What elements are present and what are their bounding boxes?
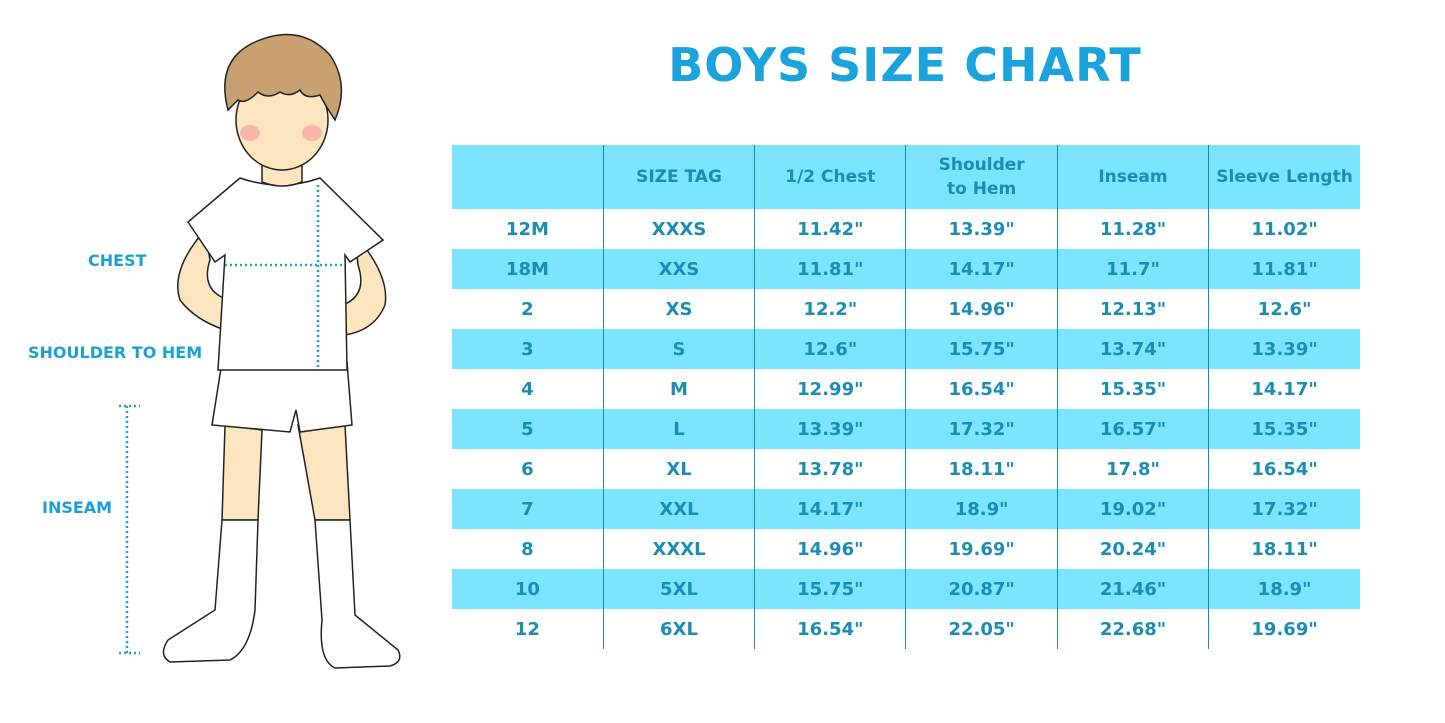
half-chest-cell: 12.99" <box>754 369 906 409</box>
half-chest-cell: 13.78" <box>754 449 906 489</box>
sleeve-length-header: Sleeve Length <box>1208 145 1360 209</box>
table-row: 12M XXXS 11.42" 13.39" 11.28" 11.02" <box>452 209 1360 249</box>
table-row: 6 XL 13.78" 18.11" 17.8" 16.54" <box>452 449 1360 489</box>
table-row: 10 5XL 15.75" 20.87" 21.46" 18.9" <box>452 569 1360 609</box>
shoulder-to-hem-cell: 18.9" <box>905 489 1058 529</box>
inseam-header: Inseam <box>1056 145 1209 209</box>
table-row: 18M XXS 11.81" 14.17" 11.7" 11.81" <box>452 249 1360 289</box>
inseam-cell: 11.28" <box>1056 209 1209 249</box>
size-tag-cell: L <box>602 409 755 449</box>
size-table: SIZE TAG 1/2 Chest Shoulder to Hem Inseam Sl… <box>452 145 1360 649</box>
sleeve-length-cell: 15.35" <box>1208 409 1360 449</box>
size-tag-cell: 6XL <box>602 609 755 649</box>
inseam-cell: 15.35" <box>1056 369 1209 409</box>
half-chest-cell: 15.75" <box>754 569 906 609</box>
size-tag-cell: XXS <box>602 249 755 289</box>
inseam-cell: 16.57" <box>1056 409 1209 449</box>
age-cell: 7 <box>452 489 604 529</box>
table-row: 8 XXXL 14.96" 19.69" 20.24" 18.11" <box>452 529 1360 569</box>
shoulder-to-hem-cell: 19.69" <box>905 529 1058 569</box>
shoulder-to-hem-cell: 13.39" <box>905 209 1058 249</box>
sleeve-length-cell: 18.9" <box>1208 569 1360 609</box>
shoulder-to-hem-cell: 22.05" <box>905 609 1058 649</box>
table-row: 12 6XL 16.54" 22.05" 22.68" 19.69" <box>452 609 1360 649</box>
sleeve-length-cell: 19.69" <box>1208 609 1360 649</box>
table-row: 3 S 12.6" 15.75" 13.74" 13.39" <box>452 329 1360 369</box>
inseam-cell: 21.46" <box>1056 569 1209 609</box>
age-cell: 4 <box>521 378 534 400</box>
age-cell: 12M <box>505 218 549 240</box>
half-chest-cell: 14.17" <box>754 489 906 529</box>
size-tag-cell: XXXL <box>602 529 755 569</box>
half-chest-cell: 11.81" <box>754 249 906 289</box>
size-tag-cell: S <box>602 329 755 369</box>
sleeve-length-cell: 11.81" <box>1208 249 1360 289</box>
table-row: 7 XXL 14.17" 18.9" 19.02" 17.32" <box>452 489 1360 529</box>
age-cell: 2 <box>521 298 534 320</box>
sleeve-length-cell: 13.39" <box>1208 329 1360 369</box>
inseam-cell: 11.7" <box>1056 249 1209 289</box>
sleeve-length-cell: 14.17" <box>1208 369 1360 409</box>
half-chest-header: 1/2 Chest <box>754 145 906 209</box>
inseam-label: INSEAM <box>42 498 113 517</box>
shoulder-to-hem-cell: 20.87" <box>905 569 1058 609</box>
inseam-cell: 12.13" <box>1056 289 1209 329</box>
age-header <box>452 145 604 209</box>
age-cell: 18M <box>452 249 604 289</box>
size-tag-cell: XL <box>602 449 755 489</box>
half-chest-cell: 13.39" <box>754 409 906 449</box>
sleeve-length-cell: 16.54" <box>1208 449 1360 489</box>
size-tag-cell: XXXS <box>602 209 755 249</box>
half-chest-cell: 14.96" <box>754 529 906 569</box>
header-row: SIZE TAG 1/2 Chest Shoulder to Hem Inseam Sl… <box>452 145 1360 209</box>
shoulder-to-hem-label: SHOULDER TO HEM <box>28 343 203 362</box>
shoulder-to-hem-cell: 14.96" <box>905 289 1058 329</box>
inseam-cell: 22.68" <box>1056 609 1209 649</box>
shoulder-to-hem-cell: 18.11" <box>905 449 1058 489</box>
age-cell: 3 <box>452 329 604 369</box>
shoulder-to-hem-header: Shoulder to Hem <box>905 145 1058 209</box>
size-tag-cell: M <box>602 369 755 409</box>
size-tag-cell: XXL <box>602 489 755 529</box>
inseam-cell: 13.74" <box>1056 329 1209 369</box>
age-cell: 6 <box>521 458 534 480</box>
shoulder-to-hem-cell: 16.54" <box>905 369 1058 409</box>
sleeve-length-cell: 17.32" <box>1208 489 1360 529</box>
half-chest-cell: 16.54" <box>754 609 906 649</box>
shoulder-to-hem-cell: 14.17" <box>905 249 1058 289</box>
table-row: 5 L 13.39" 17.32" 16.57" 15.35" <box>452 409 1360 449</box>
inseam-cell: 19.02" <box>1056 489 1209 529</box>
age-cell: 12 <box>514 618 540 640</box>
age-cell: 5 <box>452 409 604 449</box>
table-row: 4 M 12.99" 16.54" 15.35" 14.17" <box>452 369 1360 409</box>
half-chest-cell: 12.2" <box>754 289 906 329</box>
size-tag-header: SIZE TAG <box>602 145 755 209</box>
half-chest-cell: 11.42" <box>754 209 906 249</box>
inseam-cell: 20.24" <box>1056 529 1209 569</box>
table-row: 2 XS 12.2" 14.96" 12.13" 12.6" <box>452 289 1360 329</box>
age-cell: 8 <box>521 538 534 560</box>
sleeve-length-cell: 18.11" <box>1208 529 1360 569</box>
sleeve-length-cell: 12.6" <box>1208 289 1360 329</box>
age-cell: 10 <box>452 569 604 609</box>
inseam-cell: 17.8" <box>1056 449 1209 489</box>
chest-label: CHEST <box>88 251 147 270</box>
half-chest-cell: 12.6" <box>754 329 906 369</box>
size-tag-cell: XS <box>602 289 755 329</box>
page-title: BOYS SIZE CHART <box>668 38 1142 92</box>
shoulder-to-hem-cell: 17.32" <box>905 409 1058 449</box>
shoulder-to-hem-cell: 15.75" <box>905 329 1058 369</box>
boy-illustration <box>119 33 401 669</box>
size-tag-cell: 5XL <box>602 569 755 609</box>
sleeve-length-cell: 11.02" <box>1208 209 1360 249</box>
